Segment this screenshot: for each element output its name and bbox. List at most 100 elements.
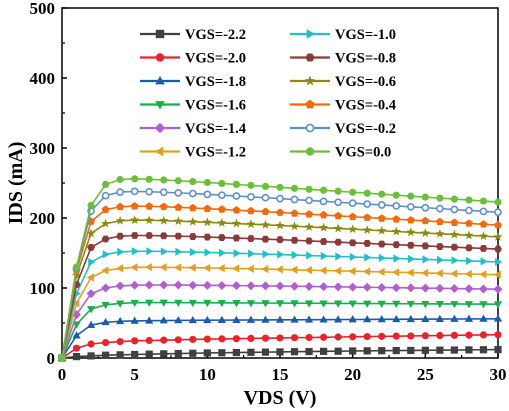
data-point [188,263,196,272]
data-point [130,316,139,324]
data-point [202,280,212,290]
data-point [479,301,488,309]
series-VGS=-1.4 [57,280,503,363]
data-point [160,247,169,256]
data-point [231,218,242,228]
data-point [494,221,502,229]
data-point [392,346,400,355]
data-point [102,180,110,188]
data-point [320,251,328,261]
y-tick-label: 200 [30,209,56,228]
data-point [217,299,227,308]
data-point [304,281,314,291]
data-point [174,232,183,240]
data-point [422,255,430,264]
data-point [130,263,138,272]
data-point [436,255,445,265]
data-point [159,215,169,225]
data-point [102,250,110,259]
data-point [378,190,386,198]
data-point [218,191,226,200]
data-point [480,257,488,266]
data-point [159,188,168,197]
data-point [246,206,255,215]
data-point [261,235,270,243]
data-point [305,196,313,205]
data-point [72,331,81,339]
data-point [290,300,299,308]
data-point [174,203,183,211]
data-point [188,233,197,240]
data-point [304,315,314,323]
data-point [319,197,328,206]
data-point [464,301,474,309]
data-point [406,215,415,224]
data-point [232,180,240,188]
data-point [261,182,270,190]
data-point [86,273,94,282]
data-point [319,238,328,245]
data-point [246,300,256,308]
data-point [116,175,124,184]
data-point [217,205,226,213]
series-VGS=0.0 [58,175,502,362]
data-point [131,175,139,183]
data-point [451,256,459,265]
data-point [217,315,227,324]
data-point [348,199,357,208]
data-point [260,220,271,229]
data-point [203,190,212,199]
data-point [217,264,225,273]
data-point [421,193,429,201]
data-point [392,300,401,308]
data-point [246,219,256,229]
data-point [363,189,371,197]
data-point [86,228,96,238]
data-point [319,300,328,308]
data-point [247,181,255,189]
data-point [464,314,474,322]
data-point [145,187,154,196]
x-tick-label: 15 [272,365,289,384]
data-point [378,332,386,340]
data-point [494,331,502,339]
data-point [465,331,473,339]
y-axis: 0 100 200 300 400 500 [30,0,67,368]
data-point [174,177,182,185]
data-point [362,282,372,292]
legend-label: VGS=-1.0 [335,27,396,43]
data-point [319,266,327,275]
data-point [144,215,154,225]
legend-item: VGS=0.0 [290,145,391,161]
data-point [159,202,168,211]
legend-marker [306,29,316,39]
data-point [436,194,444,202]
data-point [377,315,386,323]
data-point [189,247,198,257]
data-point [100,218,111,228]
legend-label: VGS=-1.4 [185,121,246,137]
data-point [87,352,95,360]
legend-marker [305,123,315,133]
data-point [115,264,124,273]
legend-marker [305,99,315,109]
y-tick-label: 100 [30,279,56,298]
data-point [407,254,416,264]
data-point [435,228,445,238]
data-point [478,231,489,241]
data-point [290,195,299,204]
legend-label: VGS=-0.6 [335,74,396,90]
data-point [319,282,329,292]
data-point [173,263,182,272]
x-tick-label: 30 [490,365,507,384]
data-point [334,211,343,220]
data-point [160,176,168,184]
data-point [276,348,284,356]
data-point [449,284,459,294]
data-point [406,283,416,293]
data-point [146,247,154,256]
legend-label: VGS=-1.6 [185,98,246,114]
data-point [260,281,270,291]
data-point [248,249,256,258]
data-point [218,335,226,343]
